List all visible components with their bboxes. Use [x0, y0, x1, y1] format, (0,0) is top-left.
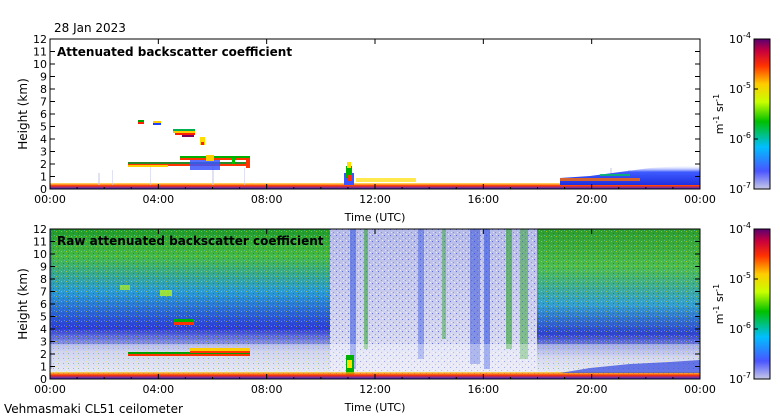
bottom-vertical-streaks: [50, 229, 528, 369]
y-tick-label: 10: [33, 248, 47, 261]
x-axis-label: Time (UTC): [344, 211, 406, 224]
top-colorbar-label: m-1 sr-1: [712, 94, 726, 134]
colorbar-tick-label: 10-6: [729, 321, 751, 336]
top-panel: Attenuated backscatter coefficient 00:00…: [16, 33, 716, 224]
x-tick-label: 16:00: [467, 193, 499, 206]
top-boundary-layer: [560, 165, 700, 185]
site-label: Vehmasmaki CL51 ceilometer: [4, 402, 183, 416]
top-cloud-mid: [173, 129, 205, 145]
x-tick-label: 08:00: [251, 193, 283, 206]
y-tick-label: 1: [40, 361, 47, 374]
y-tick-label: 2: [40, 348, 47, 361]
y-tick-label: 9: [40, 261, 47, 274]
y-tick-label: 11: [33, 46, 47, 59]
colorbar-tick-label: 10-6: [729, 131, 751, 146]
bottom-cloud-mid: [174, 319, 194, 325]
bottom-axes: 00:00 04:00 08:00 12:00 16:00 20:00 00:0001234…: [16, 223, 716, 414]
colorbar-tick-label: 10-4: [729, 221, 751, 236]
bottom-colorbar-gradient: [753, 228, 771, 380]
y-axis-label: Height (km): [16, 268, 30, 339]
x-tick-label: 08:00: [251, 383, 283, 396]
y-tick-label: 4: [40, 323, 47, 336]
top-colorbar: 10-7 10-6 10-5 10-4 m-1 sr-1: [712, 31, 771, 196]
x-axis-label: Time (UTC): [344, 401, 406, 414]
bottom-colorbar: 10-7 10-6 10-5 10-4 m-1 sr-1: [712, 221, 771, 386]
y-tick-label: 8: [40, 83, 47, 96]
x-tick-label: 04:00: [142, 383, 174, 396]
y-tick-label: 3: [40, 336, 47, 349]
x-tick-label: 00:00: [684, 383, 716, 396]
y-tick-label: 2: [40, 158, 47, 171]
y-tick-label: 5: [40, 311, 47, 324]
y-tick-label: 8: [40, 273, 47, 286]
y-tick-label: 9: [40, 71, 47, 84]
top-chart-title: Attenuated backscatter coefficient: [57, 45, 292, 59]
top-cloud-low: [128, 155, 250, 170]
x-tick-label: 12:00: [359, 383, 391, 396]
y-tick-label: 12: [33, 223, 47, 236]
top-colorbar-gradient: [753, 38, 771, 190]
y-tick-label: 7: [40, 96, 47, 109]
colorbar-tick-label: 10-5: [729, 271, 751, 286]
bottom-colorbar-label: m-1 sr-1: [712, 284, 726, 324]
bottom-streak-features: [120, 285, 172, 296]
y-tick-label: 7: [40, 286, 47, 299]
y-tick-label: 3: [40, 146, 47, 159]
colorbar-tick-label: 10-7: [729, 181, 751, 196]
x-tick-label: 20:00: [576, 383, 608, 396]
top-axes: 00:00 04:00 08:00 12:00 16:00 20:00 00:0001234…: [16, 33, 716, 224]
y-tick-label: 5: [40, 121, 47, 134]
colorbar-tick-label: 10-5: [729, 81, 751, 96]
x-tick-label: 16:00: [467, 383, 499, 396]
y-tick-label: 0: [40, 373, 47, 386]
x-tick-label: 00:00: [684, 193, 716, 206]
y-tick-label: 4: [40, 133, 47, 146]
y-tick-label: 6: [40, 108, 47, 121]
bottom-cloud-low: [128, 348, 250, 356]
date-label: 28 Jan 2023: [54, 21, 126, 35]
y-tick-label: 12: [33, 33, 47, 46]
top-plume: [344, 162, 416, 185]
x-tick-label: 00:00: [34, 383, 66, 396]
x-tick-label: 12:00: [359, 193, 391, 206]
colorbar-tick-label: 10-4: [729, 31, 751, 46]
y-tick-label: 0: [40, 183, 47, 196]
bottom-heatmap-layer: [50, 229, 700, 379]
y-tick-label: 11: [33, 236, 47, 249]
y-tick-label: 10: [33, 58, 47, 71]
y-tick-label: 1: [40, 171, 47, 184]
y-tick-label: 6: [40, 298, 47, 311]
bottom-chart-title: Raw attenuated backscatter coefficient: [57, 234, 324, 248]
x-tick-label: 20:00: [576, 193, 608, 206]
colorbar-tick-label: 10-7: [729, 371, 751, 386]
bottom-panel: Raw attenuated backscatter coefficient 0…: [16, 223, 716, 414]
y-axis-label: Height (km): [16, 78, 30, 149]
x-tick-label: 04:00: [142, 193, 174, 206]
x-tick-label: 00:00: [34, 193, 66, 206]
top-cloud-high: [138, 120, 161, 125]
